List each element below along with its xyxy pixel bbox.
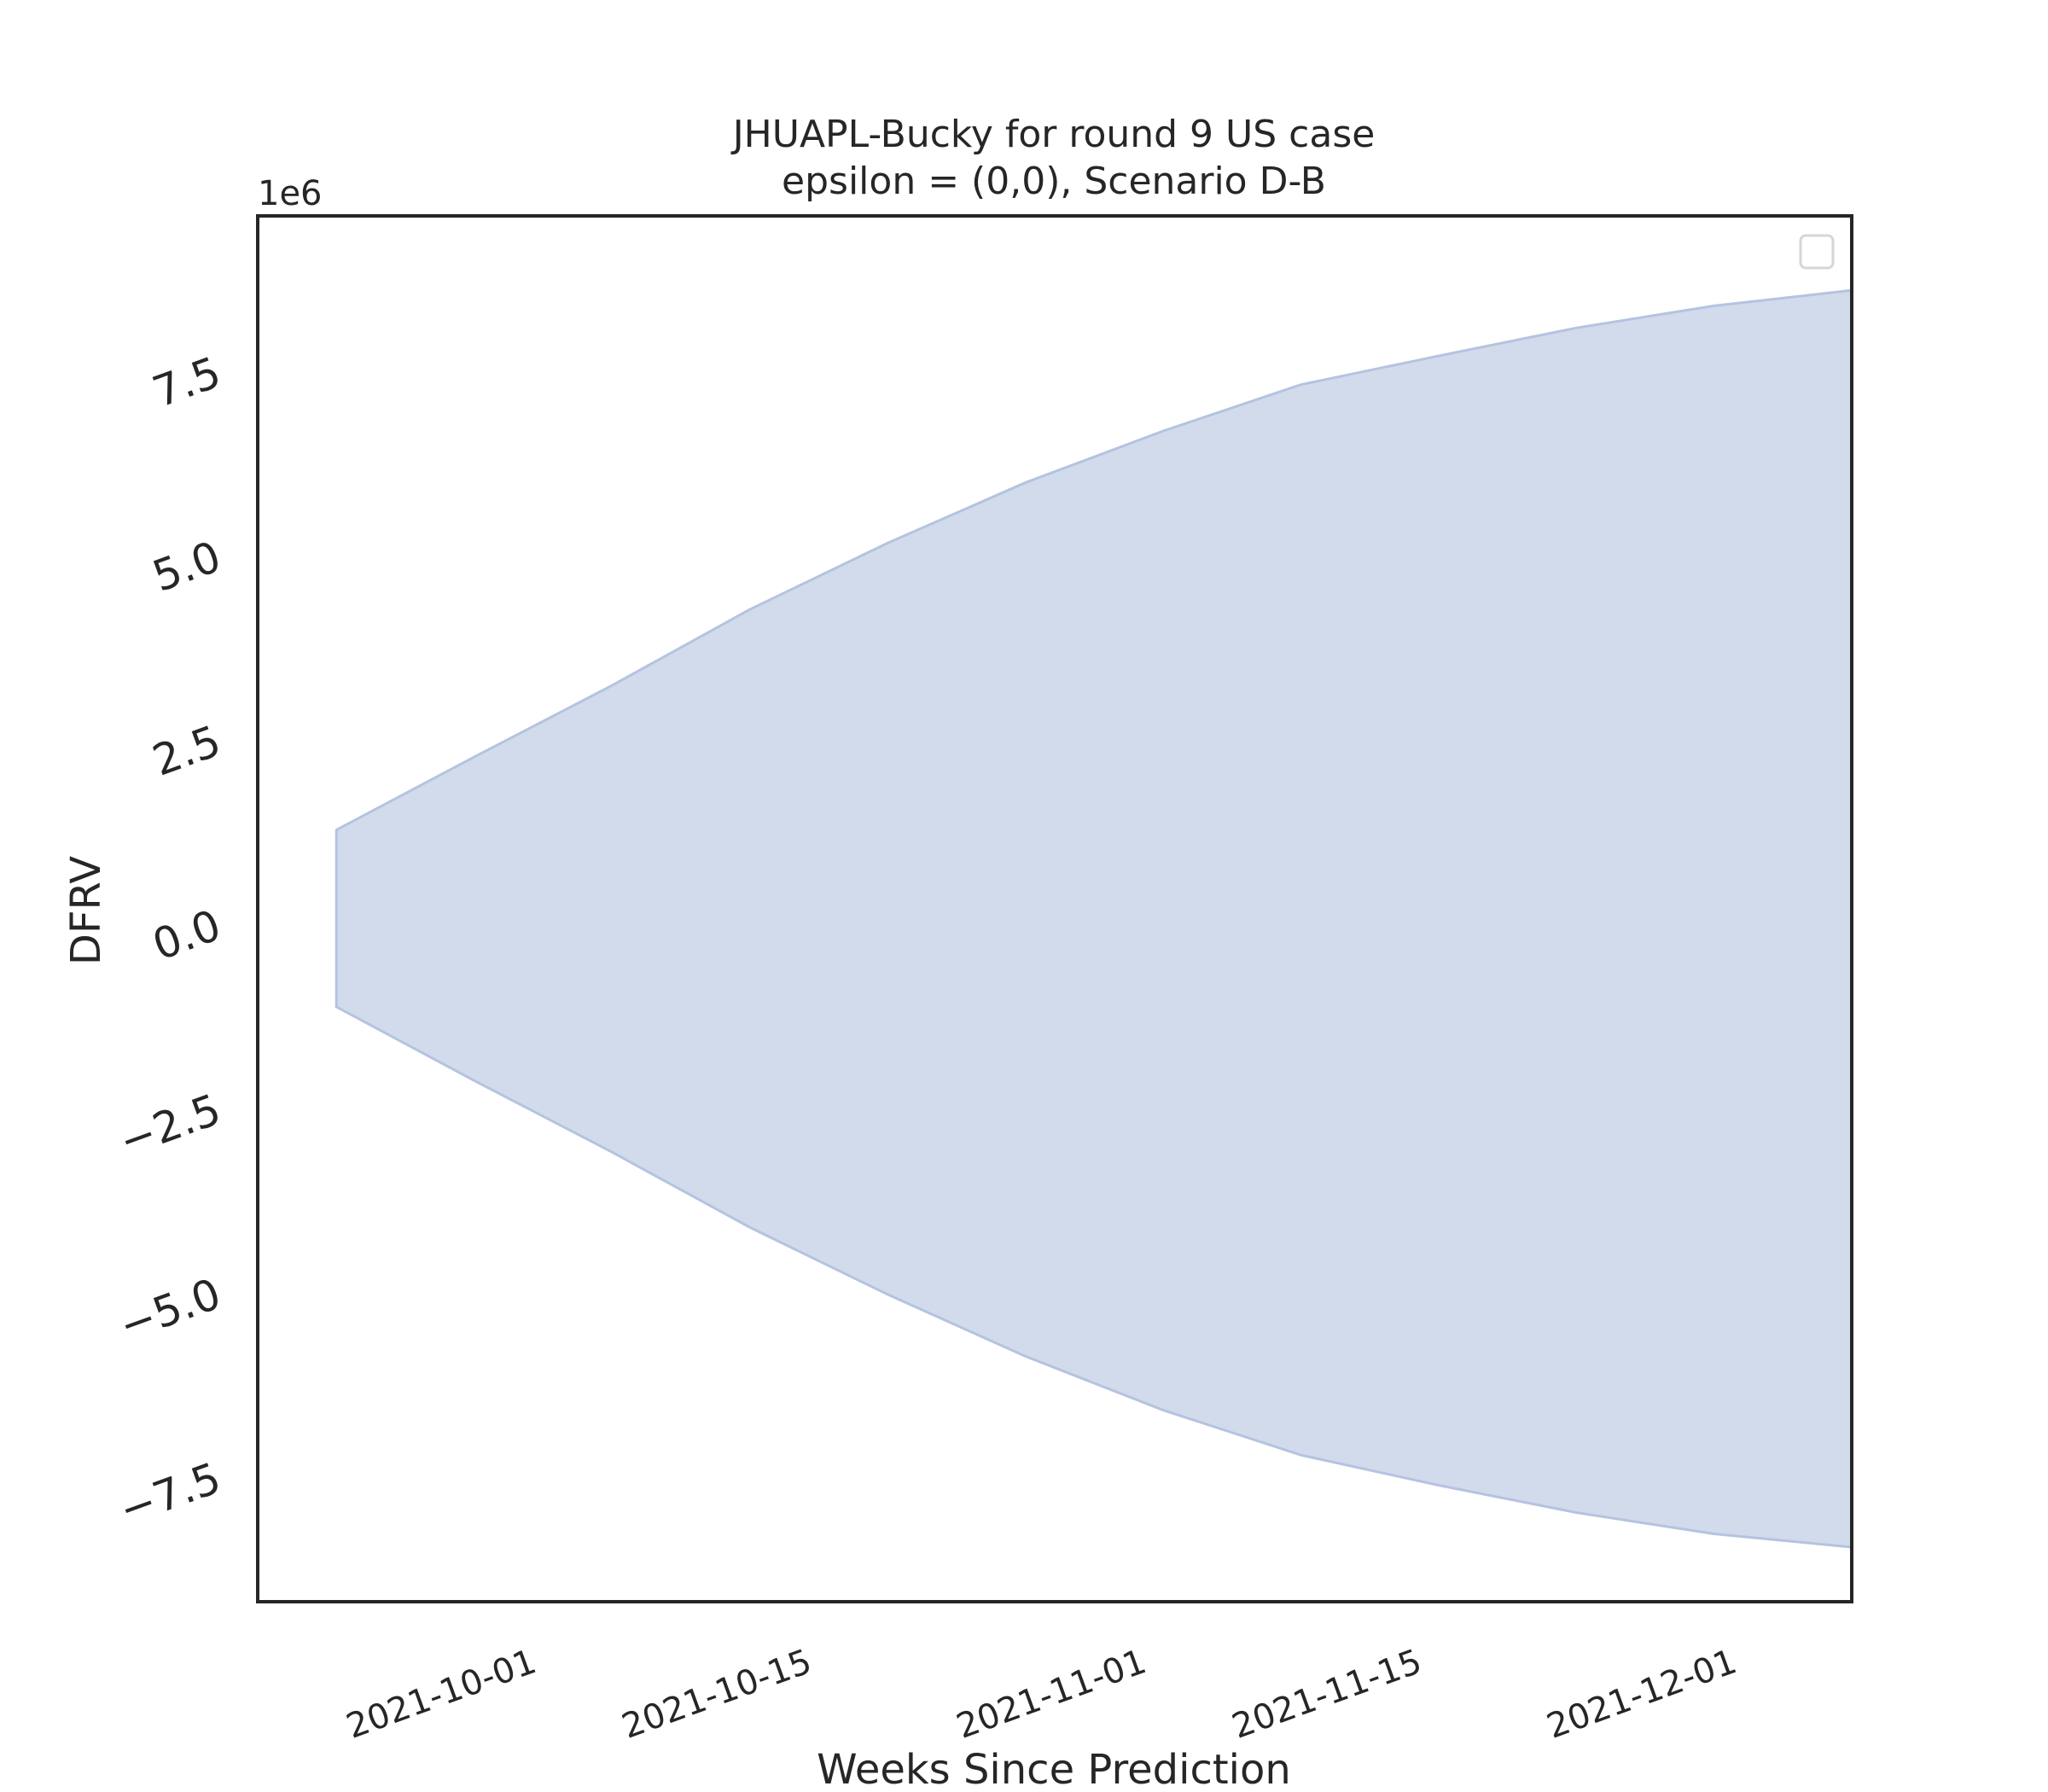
y-tick-label: −2.5	[113, 1085, 227, 1167]
plot-frame	[256, 214, 1853, 1603]
legend[interactable]	[1799, 234, 1835, 270]
y-tick-label: 5.0	[147, 532, 228, 602]
x-tick-label: 2021-11-01	[951, 1642, 1151, 1747]
x-axis-label: Weeks Since Prediction	[817, 1746, 1291, 1792]
x-tick-labels: 2021-10-01 2021-10-15 2021-11-01 2021-11-15…	[341, 1642, 1742, 1747]
y-tick-label: −5.0	[113, 1269, 227, 1351]
y-offset-label: 1e6	[258, 174, 323, 213]
y-axis-label: DFRV	[62, 856, 110, 965]
y-tick-label: 2.5	[147, 716, 228, 786]
x-tick-label: 2021-10-15	[617, 1642, 817, 1747]
y-tick-label: 7.5	[147, 347, 228, 417]
chart-title: JHUAPL-Bucky for round 9 US case	[730, 113, 1376, 156]
y-tick-labels: −7.5 −5.0 −2.5 0.0 2.5 5.0 7.5	[113, 347, 227, 1535]
band-layer	[335, 288, 1853, 1549]
band-area	[335, 288, 1853, 1549]
y-tick-label: 0.0	[147, 900, 228, 970]
y-tick-label: −7.5	[113, 1453, 227, 1535]
x-tick-label: 2021-12-01	[1542, 1642, 1742, 1747]
x-tick-label: 2021-11-15	[1227, 1642, 1427, 1747]
chart-subtitle: epsilon = (0,0), Scenario D-B	[782, 160, 1326, 203]
x-tick-label: 2021-10-01	[341, 1642, 541, 1747]
legend-box[interactable]	[1799, 234, 1835, 270]
